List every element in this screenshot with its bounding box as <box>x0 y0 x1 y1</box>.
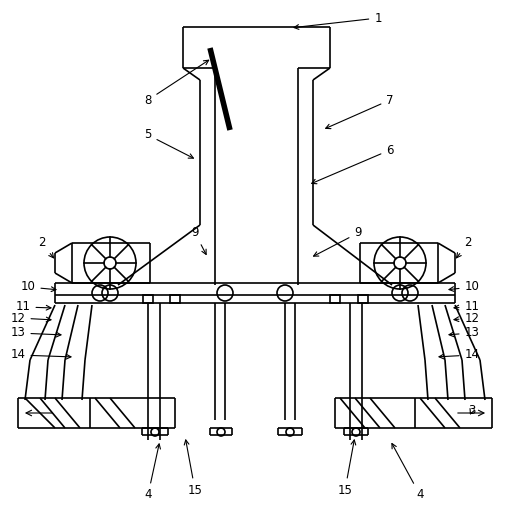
Text: 12: 12 <box>11 311 51 325</box>
Bar <box>329 295 340 303</box>
Text: 10: 10 <box>20 280 56 294</box>
Text: 2: 2 <box>456 237 471 258</box>
Text: 8: 8 <box>144 60 208 106</box>
Bar <box>357 295 367 303</box>
Text: 6: 6 <box>311 143 393 184</box>
Text: 13: 13 <box>11 327 61 339</box>
Text: 5: 5 <box>144 129 193 158</box>
Text: 10: 10 <box>448 280 478 294</box>
Text: 11: 11 <box>15 300 51 314</box>
Text: 4: 4 <box>144 444 160 502</box>
Text: 7: 7 <box>325 93 393 129</box>
Text: 2: 2 <box>38 237 53 258</box>
Bar <box>143 295 153 303</box>
Text: 1: 1 <box>293 12 381 30</box>
Text: 15: 15 <box>184 440 202 496</box>
Text: 3: 3 <box>467 404 475 416</box>
Text: 15: 15 <box>337 440 355 496</box>
Text: 14: 14 <box>438 348 478 362</box>
Text: 4: 4 <box>391 444 423 502</box>
Text: 12: 12 <box>453 311 478 325</box>
Text: 14: 14 <box>11 348 71 362</box>
Text: 11: 11 <box>453 300 478 314</box>
Bar <box>169 295 180 303</box>
Text: 13: 13 <box>448 327 478 339</box>
Text: 9: 9 <box>313 227 361 256</box>
Text: 9: 9 <box>191 227 206 255</box>
